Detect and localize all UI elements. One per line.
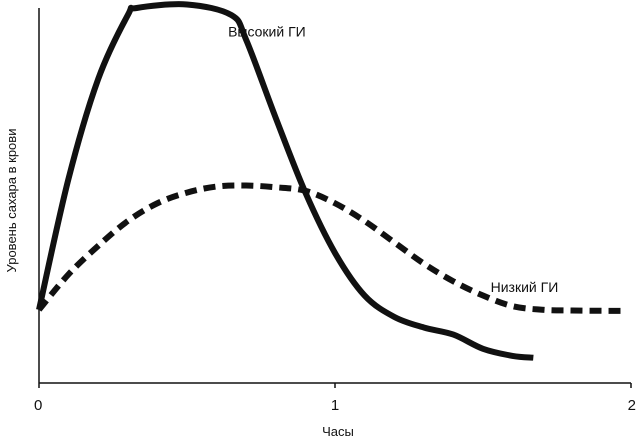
series-label-high-gi: Высокий ГИ (228, 23, 306, 39)
series-high-gi-line (36, 1, 534, 361)
labels-group: 0 1 2 Высокий ГИ Низкий ГИ (34, 23, 636, 414)
y-axis-title: Уровень сахара в крови (4, 129, 19, 273)
x-tick-label: 2 (628, 397, 636, 414)
series-group (36, 1, 623, 361)
x-tick-label: 1 (331, 397, 339, 414)
series-label-low-gi: Низкий ГИ (491, 279, 559, 295)
series-low-gi-line (36, 182, 623, 314)
axes (38, 8, 632, 388)
x-tick-label: 0 (34, 397, 42, 414)
x-axis-title: Часы (322, 424, 354, 439)
